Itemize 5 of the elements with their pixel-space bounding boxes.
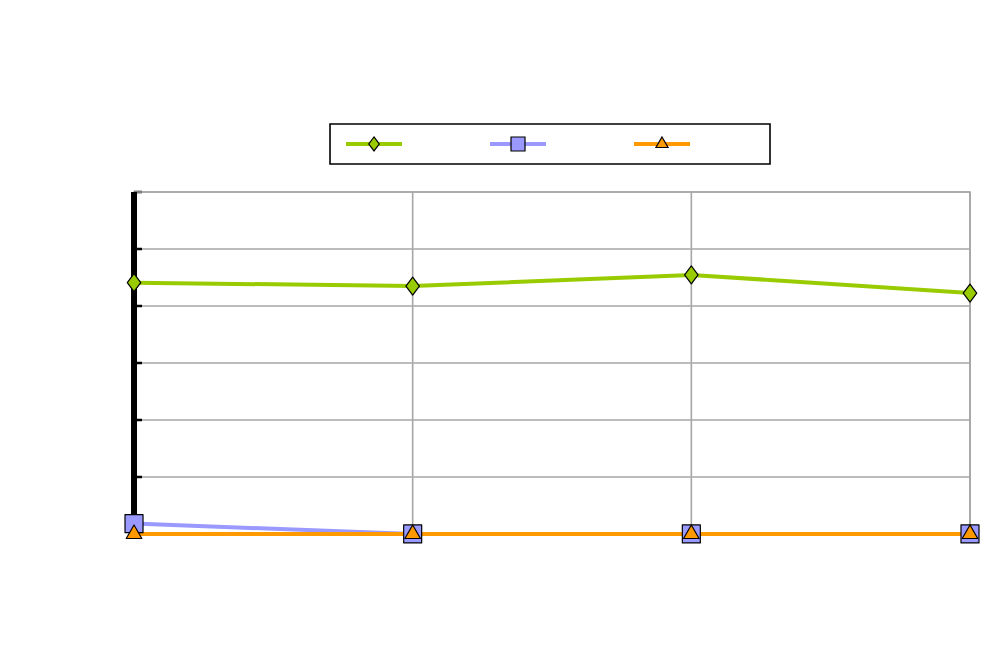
point [962,283,978,303]
point [125,524,143,540]
point [405,276,421,296]
point [126,273,142,293]
point [683,265,699,285]
